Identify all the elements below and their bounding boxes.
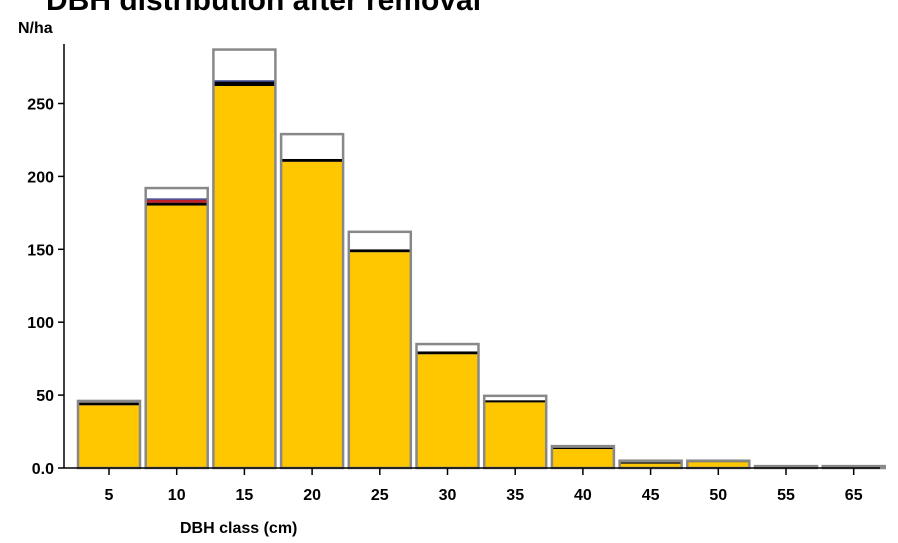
x-tick-label-25: 25	[371, 487, 389, 504]
x-tick-label-65: 65	[845, 487, 863, 504]
x-tick-label-55: 55	[777, 487, 795, 504]
bar-segment-black_band-5	[78, 402, 140, 406]
bar-segment-remaining-15	[213, 86, 276, 468]
y-tick-label-250: 250	[27, 97, 54, 114]
bar-segment-black_band-25	[348, 249, 411, 253]
x-tick-label-35: 35	[506, 487, 524, 504]
bar-segment-black_band-10	[145, 202, 208, 206]
x-tick-label-5: 5	[105, 487, 114, 504]
y-axis-label: N/ha	[18, 20, 53, 37]
bar-segment-remaining-20	[281, 161, 344, 468]
bar-segment-removed-25	[348, 231, 411, 250]
bar-segment-remaining-50	[687, 462, 750, 468]
x-tick-label-45: 45	[642, 487, 660, 504]
bar-segment-removed-20	[281, 134, 344, 159]
bar-segment-remaining-5	[78, 405, 140, 468]
bars-group	[76, 48, 886, 470]
bar-segment-black_band-15	[213, 81, 276, 87]
x-tick-label-40: 40	[574, 487, 592, 504]
bar-segment-removed-10	[145, 188, 208, 199]
bar-segment-black_band-45	[619, 462, 682, 464]
bar-segment-remaining-25	[348, 252, 411, 468]
bar-segment-remaining-40	[551, 449, 614, 468]
bar-segment-removed-35	[484, 395, 547, 401]
bar-segment-black_band-30	[416, 351, 479, 355]
axes-group: 5 10 15 20 25 30 35 40 45 50 55 65 0.0 50 100 150 200 250	[27, 44, 880, 504]
bar-segment-black_band-40	[551, 447, 614, 450]
x-tick-label-10: 10	[168, 487, 186, 504]
bar-segment-blue_band-10	[145, 198, 208, 200]
x-tick-label-50: 50	[709, 487, 727, 504]
x-tick-label-20: 20	[303, 487, 321, 504]
y-tick-label-100: 100	[27, 315, 54, 332]
bar-segment-remaining-45	[619, 463, 682, 468]
y-tick-label-50: 50	[36, 388, 54, 405]
bar-segment-remaining-10	[145, 205, 208, 468]
bar-segment-black_band-20	[281, 158, 344, 162]
bar-segment-removed-30	[416, 344, 479, 352]
y-tick-label-200: 200	[27, 169, 54, 186]
bar-segment-red_band-10	[145, 199, 208, 203]
bar-segment-black_band-35	[484, 400, 547, 403]
bar-segment-blue_band-15	[213, 80, 276, 82]
x-tick-label-15: 15	[236, 487, 254, 504]
bar-segment-remaining-35	[484, 402, 547, 468]
y-tick-label-0.0: 0.0	[32, 461, 54, 478]
y-tick-label-150: 150	[27, 242, 54, 259]
chart-title: DBH distribution after removal	[46, 0, 482, 17]
x-tick-label-30: 30	[439, 487, 457, 504]
bar-segment-removed-15	[213, 49, 276, 81]
bar-segment-remaining-30	[416, 354, 479, 468]
x-axis-label: DBH class (cm)	[180, 520, 297, 537]
